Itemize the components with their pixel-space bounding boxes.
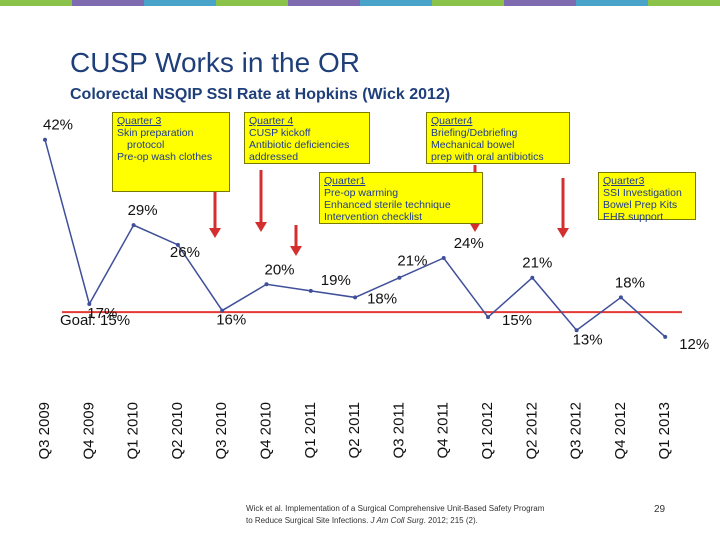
data-point (397, 275, 402, 280)
x-tick-label: Q4 2011 (435, 402, 452, 458)
callout-line: Briefing/Debriefing (431, 127, 518, 139)
citation-journal: J Am Coll Surg (370, 516, 424, 525)
callout-line: EHR support (603, 211, 664, 223)
callout-line: Pre-op warming (324, 187, 399, 199)
data-point (530, 275, 535, 280)
callout-line: Antibiotic deficiencies (249, 139, 350, 151)
x-tick-label: Q2 2010 (169, 402, 186, 460)
slide-subtitle: Colorectal NSQIP SSI Rate at Hopkins (Wi… (70, 86, 451, 103)
data-point (353, 295, 358, 300)
data-point (441, 256, 446, 260)
callout-heading: Quarter3 (603, 175, 645, 187)
data-point (574, 328, 579, 333)
citation-line2: to Reduce Surgical Site Infections. J Am… (246, 515, 646, 527)
x-tick-label: Q4 2012 (612, 402, 629, 460)
callout-quarter4-2010: Quarter 4 CUSP kickoff Antibiotic defici… (244, 112, 370, 164)
data-label: 42% (43, 117, 73, 134)
callout-heading: Quarter4 (431, 115, 473, 127)
data-label: 24% (454, 235, 484, 252)
citation: Wick et al. Implementation of a Surgical… (246, 503, 646, 527)
data-label: 20% (265, 261, 295, 278)
intervention-arrow-head (557, 228, 569, 238)
x-tick-label: Q1 2013 (656, 402, 673, 460)
top-bar-segment (360, 0, 432, 6)
x-tick-label: Q3 2010 (213, 402, 230, 460)
data-point (131, 223, 136, 228)
callout-line: Skin preparation (117, 127, 194, 139)
data-label: 29% (128, 202, 158, 219)
callout-heading: Quarter1 (324, 175, 366, 187)
x-tick-label: Q3 2012 (568, 402, 585, 460)
goal-label: Goal: 15% (60, 312, 130, 329)
callout-quarter3-2010: Quarter 3 Skin preparation protocol Pre-… (112, 112, 230, 192)
callout-heading: Quarter 4 (249, 115, 294, 127)
callout-line: CUSP kickoff (249, 127, 311, 139)
x-tick-label: Q3 2009 (36, 402, 53, 460)
x-tick-label: Q3 2011 (390, 402, 407, 458)
x-tick-label: Q2 2011 (346, 402, 363, 458)
data-label: 15% (502, 312, 532, 329)
callout-heading: Quarter 3 (117, 115, 162, 127)
data-label: 18% (367, 290, 397, 307)
citation-line1: Wick et al. Implementation of a Surgical… (246, 504, 545, 513)
x-tick-label: Q1 2011 (302, 402, 319, 458)
top-bar-segment (648, 0, 720, 6)
data-label: 18% (615, 274, 645, 291)
x-tick-label: Q4 2009 (80, 402, 97, 460)
callout-line: SSI Investigation (603, 187, 682, 199)
page-number: 29 (654, 504, 666, 515)
intervention-arrow-head (255, 222, 267, 232)
callout-quarter3-2012: Quarter3 SSI Investigation Bowel Prep Ki… (598, 172, 696, 223)
data-point (486, 315, 490, 320)
callout-quarter1-2011: Quarter1 Pre-op warming Enhanced sterile… (319, 172, 483, 224)
data-point (308, 288, 313, 293)
callout-line: Bowel Prep Kits (603, 199, 678, 211)
data-label: 16% (216, 312, 246, 329)
top-bar-segment (72, 0, 144, 6)
top-bar-segment (288, 0, 360, 6)
data-label: 21% (397, 253, 427, 270)
data-label: 13% (573, 331, 603, 348)
callout-line: Mechanical bowel (431, 139, 515, 151)
x-tick-label: Q4 2010 (258, 402, 275, 460)
slide-title: CUSP Works in the OR (70, 47, 360, 78)
data-point (663, 334, 668, 339)
top-bar-segment (576, 0, 648, 6)
data-point (175, 242, 180, 247)
callout-quarter4-2011: Quarter4 Briefing/Debriefing Mechanical … (426, 112, 570, 164)
data-point (220, 308, 225, 313)
callout-line: protocol (127, 139, 165, 151)
callout-line: Pre-op wash clothes (117, 151, 213, 163)
top-bar-segment (0, 0, 72, 6)
intervention-arrow-head (469, 222, 481, 232)
top-color-bar (0, 0, 720, 6)
citation-line2-prefix: to Reduce Surgical Site Infections. (246, 516, 371, 525)
data-point (43, 137, 47, 142)
callout-line: prep with oral antibiotics (431, 151, 544, 163)
data-label: 26% (170, 244, 200, 261)
top-bar-segment (432, 0, 504, 6)
data-label: 17% (87, 305, 117, 322)
data-label: 19% (321, 272, 351, 289)
top-bar-segment (504, 0, 576, 6)
data-point (618, 295, 623, 300)
data-label: 21% (522, 255, 552, 272)
callout-line: Enhanced sterile technique (324, 199, 451, 211)
top-bar-segment (216, 0, 288, 6)
top-bar-segment (144, 0, 216, 6)
citation-line2-suffix: . 2012; 215 (2). (423, 516, 478, 525)
data-label: 12% (679, 336, 709, 353)
x-tick-label: Q1 2010 (125, 402, 142, 460)
callout-line: Intervention checklist (324, 211, 423, 223)
intervention-arrow-head (209, 228, 221, 238)
intervention-arrow-head (290, 246, 302, 256)
x-tick-label: Q1 2012 (479, 402, 496, 460)
data-point (87, 302, 92, 306)
x-tick-label: Q2 2012 (523, 402, 540, 460)
data-point (264, 282, 269, 287)
callout-line: addressed (249, 151, 299, 163)
